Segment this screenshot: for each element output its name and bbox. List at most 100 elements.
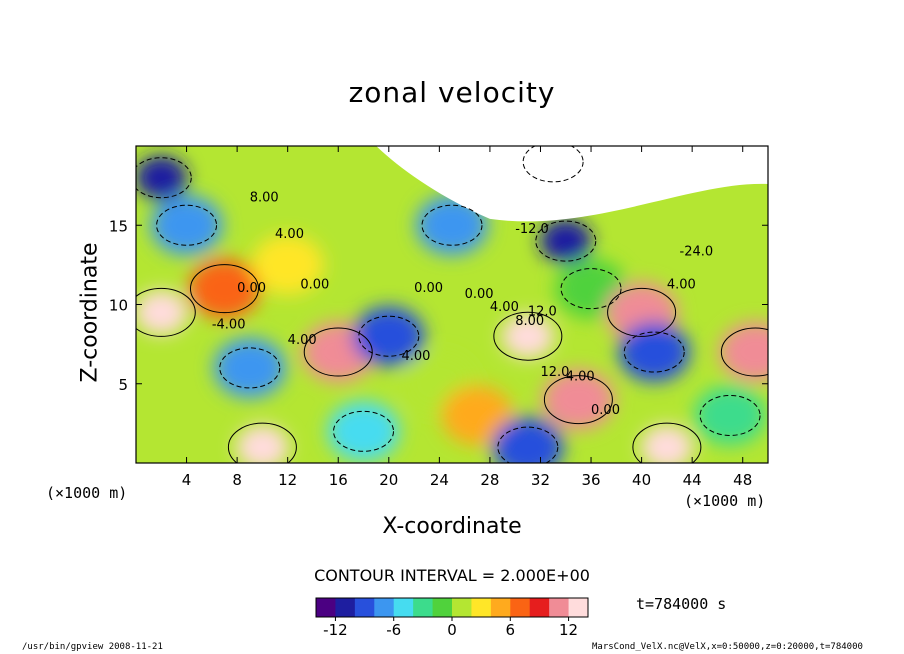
positive-contour xyxy=(607,287,677,337)
field-blob xyxy=(251,234,324,295)
negative-contour xyxy=(699,394,761,436)
contour-label: 8.00 xyxy=(515,314,544,329)
negative-contour xyxy=(136,157,192,199)
colorbar-segment xyxy=(432,598,453,617)
colorbar-tick-label: -12 xyxy=(323,621,348,639)
x-tick-label: 16 xyxy=(329,471,348,489)
field-blob xyxy=(719,322,768,383)
y-tick-label: 15 xyxy=(109,217,128,235)
field-blob xyxy=(136,155,188,200)
negative-contour xyxy=(623,331,685,373)
footer-program: /usr/bin/gpview 2008-11-21 xyxy=(22,642,163,652)
contour-label: 12.0 xyxy=(540,365,569,380)
colorbar-segment xyxy=(374,598,395,617)
field-blob xyxy=(542,369,615,430)
field-blob xyxy=(236,425,289,463)
contour-label: 12.0 xyxy=(528,305,557,320)
field-blob xyxy=(352,306,425,367)
positive-contour xyxy=(632,422,702,463)
field-blob xyxy=(539,219,592,264)
field-blobs xyxy=(136,146,768,463)
x-axis-label: X-coordinate xyxy=(382,514,522,539)
colorbar-segment xyxy=(490,598,511,617)
contour-label: 4.00 xyxy=(288,333,317,348)
contour-label: -12.0 xyxy=(515,222,549,237)
y-axis-unit: (×1000 m) xyxy=(46,484,128,502)
field-blob xyxy=(441,385,514,446)
field-blob xyxy=(150,195,223,256)
positive-contour xyxy=(189,264,259,314)
contour-label: 0.00 xyxy=(237,281,266,296)
x-tick-label: 8 xyxy=(232,471,242,489)
y-tick-label: 5 xyxy=(118,376,128,394)
field-blob xyxy=(188,258,261,319)
masked-region xyxy=(376,146,768,222)
contour-label: 0.00 xyxy=(591,403,620,418)
footer-source: MarsCond_VelX.nc@VelX,x=0:50000,z=0:2000… xyxy=(592,642,863,652)
negative-contour xyxy=(560,268,622,310)
x-tick-label: 24 xyxy=(430,471,449,489)
negative-contour xyxy=(535,220,597,262)
field-blob xyxy=(640,425,693,463)
x-tick-label: 44 xyxy=(683,471,702,489)
field-blob xyxy=(491,417,564,463)
negative-contour xyxy=(333,410,395,452)
x-tick-label: 36 xyxy=(581,471,600,489)
colorbar-tick-label: -6 xyxy=(386,621,401,639)
colorbar-segment xyxy=(510,598,531,617)
colorbar-segment xyxy=(471,598,492,617)
colorbar-tick-label: 12 xyxy=(559,621,578,639)
colorbar-segment xyxy=(452,598,472,617)
contour-label: -4.00 xyxy=(212,317,246,332)
colorbar-segment xyxy=(568,598,589,617)
x-tick-label: 28 xyxy=(480,471,499,489)
field-blob xyxy=(501,314,554,359)
negative-contour xyxy=(522,146,584,183)
contour-label: 0.00 xyxy=(465,287,494,302)
field-blob xyxy=(416,195,488,256)
field-blob xyxy=(213,337,286,398)
colorbar-segment xyxy=(316,598,336,617)
colorbar-segment xyxy=(335,598,356,617)
colorbar-tick-label: 0 xyxy=(447,621,457,639)
x-axis-unit: (×1000 m) xyxy=(684,492,766,510)
contour-labels: 8.004.000.00-4.0012.0-12.0-24.00.004.008… xyxy=(212,190,713,417)
contour-interval: CONTOUR INTERVAL = 2.000E+00 xyxy=(314,566,590,585)
contour-label: 4.00 xyxy=(401,349,430,364)
contour-label: 0.00 xyxy=(414,281,443,296)
velocity-field xyxy=(136,146,768,463)
time-stamp: t=784000 s xyxy=(636,595,727,613)
x-tick-label: 4 xyxy=(182,471,192,489)
positive-contour xyxy=(720,327,768,377)
colorbar-segment xyxy=(529,598,550,617)
positive-contour xyxy=(543,375,613,425)
x-tick-label: 20 xyxy=(379,471,398,489)
y-axis-label: Z-coordinate xyxy=(77,242,103,383)
colorbar-segment xyxy=(393,598,414,617)
x-tick-label: 32 xyxy=(531,471,550,489)
negative-contours xyxy=(136,146,768,463)
negative-contour xyxy=(421,204,483,246)
colorbar-tick-label: 6 xyxy=(506,621,516,639)
colorbar-segment xyxy=(413,598,434,617)
field-blob xyxy=(618,322,691,383)
x-axis: 4 8 12 16 20 24 28 32 36 40 44 48 xyxy=(182,146,752,489)
negative-contour xyxy=(497,426,559,463)
contour-label: 4.00 xyxy=(275,227,304,242)
positive-contour xyxy=(136,287,196,337)
positive-contour xyxy=(303,327,373,377)
field-blob xyxy=(327,401,400,462)
y-axis: 5 10 15 xyxy=(109,217,768,394)
x-tick-label: 12 xyxy=(278,471,297,489)
contour-label: 4.00 xyxy=(490,300,519,315)
contour-label: 4.00 xyxy=(667,278,696,293)
x-tick-label: 40 xyxy=(632,471,651,489)
field-blob xyxy=(694,385,767,446)
contour-label: 8.00 xyxy=(250,190,279,205)
contour-label: -24.0 xyxy=(680,244,714,259)
negative-contour xyxy=(358,315,420,357)
colorbar: -12 -6 0 6 12 xyxy=(315,597,589,639)
field-blob xyxy=(136,290,188,335)
contour-label: 0.00 xyxy=(300,278,329,293)
